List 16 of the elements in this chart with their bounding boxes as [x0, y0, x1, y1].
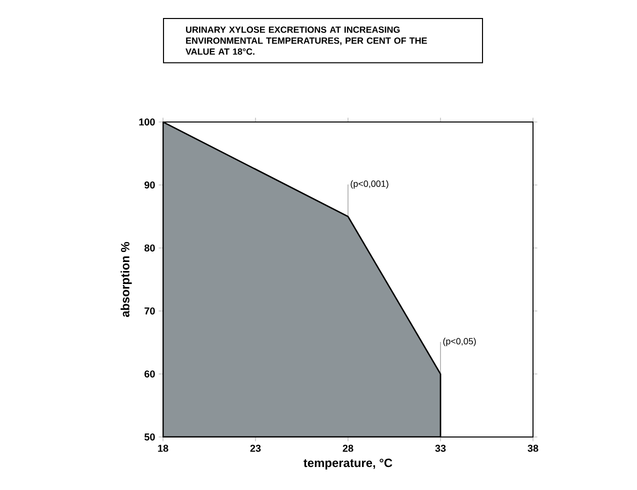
y-tick-label: 70: [144, 307, 155, 315]
annotation: (p<0,001): [350, 180, 388, 189]
x-tick-label: 18: [158, 444, 168, 452]
y-tick-label: 50: [144, 433, 155, 441]
chart-title: URINARY XYLOSE EXCRETIONS AT INCREASING ENVIRONMENTAL TEMPERATURES, PER CENT OF THE VALUE AT 18°C.: [186, 26, 427, 55]
y-tick-label: 90: [144, 181, 155, 189]
y-axis-title: absorption %: [120, 242, 132, 318]
x-axis-title: temperature, °C: [304, 458, 392, 470]
x-tick-label: 23: [250, 444, 261, 452]
y-tick-label: 80: [144, 244, 155, 252]
x-tick-label: 28: [342, 444, 354, 452]
y-tick-label: 100: [139, 118, 155, 126]
annotation: (p<0,05): [443, 338, 476, 346]
y-tick-label: 60: [144, 370, 155, 378]
x-tick-label: 33: [435, 444, 446, 452]
x-tick-label: 38: [528, 444, 538, 452]
